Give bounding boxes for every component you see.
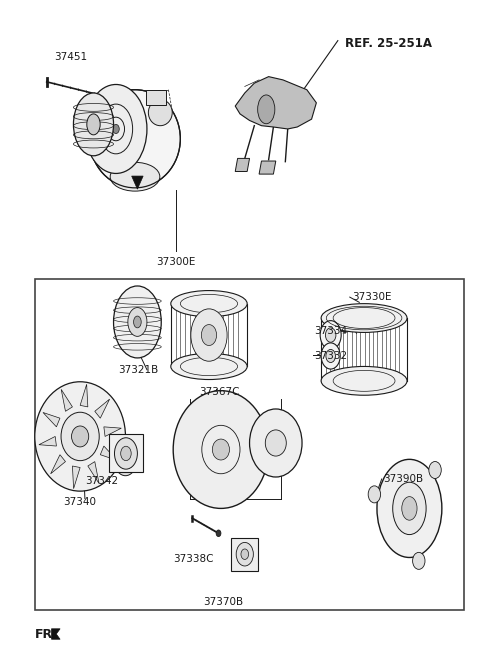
Ellipse shape <box>236 543 253 566</box>
Ellipse shape <box>90 90 180 188</box>
Text: 37334: 37334 <box>314 327 347 336</box>
Ellipse shape <box>120 457 130 468</box>
Text: FR.: FR. <box>35 627 58 641</box>
Ellipse shape <box>326 350 336 363</box>
Text: 37332: 37332 <box>314 351 347 361</box>
Text: 37300E: 37300E <box>156 256 195 267</box>
Ellipse shape <box>212 439 229 460</box>
Ellipse shape <box>115 449 136 476</box>
Polygon shape <box>72 466 80 489</box>
Ellipse shape <box>191 309 227 361</box>
Ellipse shape <box>171 290 247 317</box>
Ellipse shape <box>72 426 89 447</box>
Ellipse shape <box>201 325 216 346</box>
Ellipse shape <box>325 328 336 342</box>
Ellipse shape <box>321 343 340 369</box>
Text: 37330E: 37330E <box>352 292 392 302</box>
Ellipse shape <box>393 482 426 535</box>
Ellipse shape <box>128 307 147 336</box>
Ellipse shape <box>113 124 119 133</box>
Text: 37367C: 37367C <box>199 387 240 397</box>
Polygon shape <box>235 158 250 171</box>
Text: 37321B: 37321B <box>118 365 158 374</box>
Polygon shape <box>132 176 143 189</box>
Ellipse shape <box>368 486 381 503</box>
Ellipse shape <box>73 93 114 156</box>
Ellipse shape <box>87 114 100 135</box>
Ellipse shape <box>120 446 131 461</box>
Polygon shape <box>80 384 88 407</box>
Ellipse shape <box>250 409 302 477</box>
Bar <box>146 91 166 104</box>
Polygon shape <box>39 436 57 446</box>
Ellipse shape <box>114 286 161 358</box>
Ellipse shape <box>321 304 407 332</box>
Ellipse shape <box>258 95 275 124</box>
Ellipse shape <box>377 459 442 558</box>
Text: 37370B: 37370B <box>203 597 243 606</box>
Text: 37342: 37342 <box>85 476 118 486</box>
Text: REF. 25-251A: REF. 25-251A <box>345 37 432 51</box>
Ellipse shape <box>241 549 249 560</box>
Ellipse shape <box>115 438 137 469</box>
Ellipse shape <box>413 553 425 570</box>
Text: 37338C: 37338C <box>173 554 214 564</box>
Ellipse shape <box>171 353 247 380</box>
Polygon shape <box>51 629 60 639</box>
Ellipse shape <box>265 430 286 456</box>
Ellipse shape <box>35 382 125 491</box>
Ellipse shape <box>173 391 269 509</box>
Ellipse shape <box>429 461 441 478</box>
Polygon shape <box>259 161 276 174</box>
Ellipse shape <box>85 85 147 173</box>
Text: 37340: 37340 <box>63 497 96 507</box>
Polygon shape <box>100 446 117 461</box>
Bar <box>231 538 258 570</box>
Ellipse shape <box>133 316 141 328</box>
Bar <box>109 434 143 472</box>
Polygon shape <box>95 399 109 419</box>
Polygon shape <box>235 77 316 129</box>
Polygon shape <box>104 427 121 436</box>
Ellipse shape <box>216 530 221 537</box>
Text: 37451: 37451 <box>54 52 87 62</box>
Polygon shape <box>88 462 99 484</box>
Ellipse shape <box>61 412 99 461</box>
Polygon shape <box>61 390 72 411</box>
Polygon shape <box>43 413 60 427</box>
Text: 37390B: 37390B <box>383 474 423 484</box>
Bar <box>35 279 464 610</box>
Ellipse shape <box>402 497 417 520</box>
Ellipse shape <box>148 99 172 125</box>
Ellipse shape <box>321 367 407 396</box>
Polygon shape <box>50 455 65 474</box>
Ellipse shape <box>110 162 160 191</box>
Ellipse shape <box>320 321 341 350</box>
